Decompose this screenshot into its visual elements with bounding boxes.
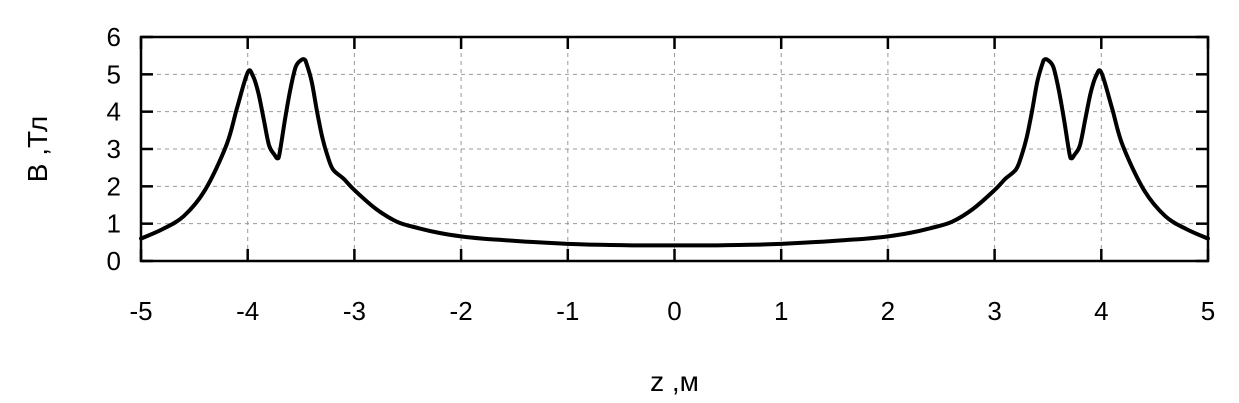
- x-tick-label: 4: [1094, 296, 1108, 326]
- x-tick-label: 0: [667, 296, 681, 326]
- y-tick-label: 1: [107, 209, 121, 239]
- y-tick-label: 2: [107, 171, 121, 201]
- grid: [141, 37, 1208, 261]
- y-tick-label: 6: [107, 22, 121, 52]
- y-tick-label: 5: [107, 59, 121, 89]
- x-tick-label: -2: [450, 296, 473, 326]
- x-tick-label: 3: [987, 296, 1001, 326]
- x-tick-label: -4: [236, 296, 259, 326]
- x-tick-label: -1: [556, 296, 579, 326]
- y-axis-tick-labels: 0 1 2 3 4 5 6: [107, 22, 121, 276]
- x-tick-label: 1: [774, 296, 788, 326]
- x-axis-tick-labels: -5 -4 -3 -2 -1 0 1 2 3 4 5: [129, 296, 1215, 326]
- x-tick-label: 2: [881, 296, 895, 326]
- y-tick-label: 4: [107, 97, 121, 127]
- x-tick-label: -5: [129, 296, 152, 326]
- y-axis-title: В ,Тл: [22, 116, 53, 182]
- x-axis-title: z ,м: [650, 366, 699, 397]
- x-tick-label: -3: [343, 296, 366, 326]
- y-tick-label: 0: [107, 246, 121, 276]
- y-tick-label: 3: [107, 134, 121, 164]
- x-tick-label: 5: [1201, 296, 1215, 326]
